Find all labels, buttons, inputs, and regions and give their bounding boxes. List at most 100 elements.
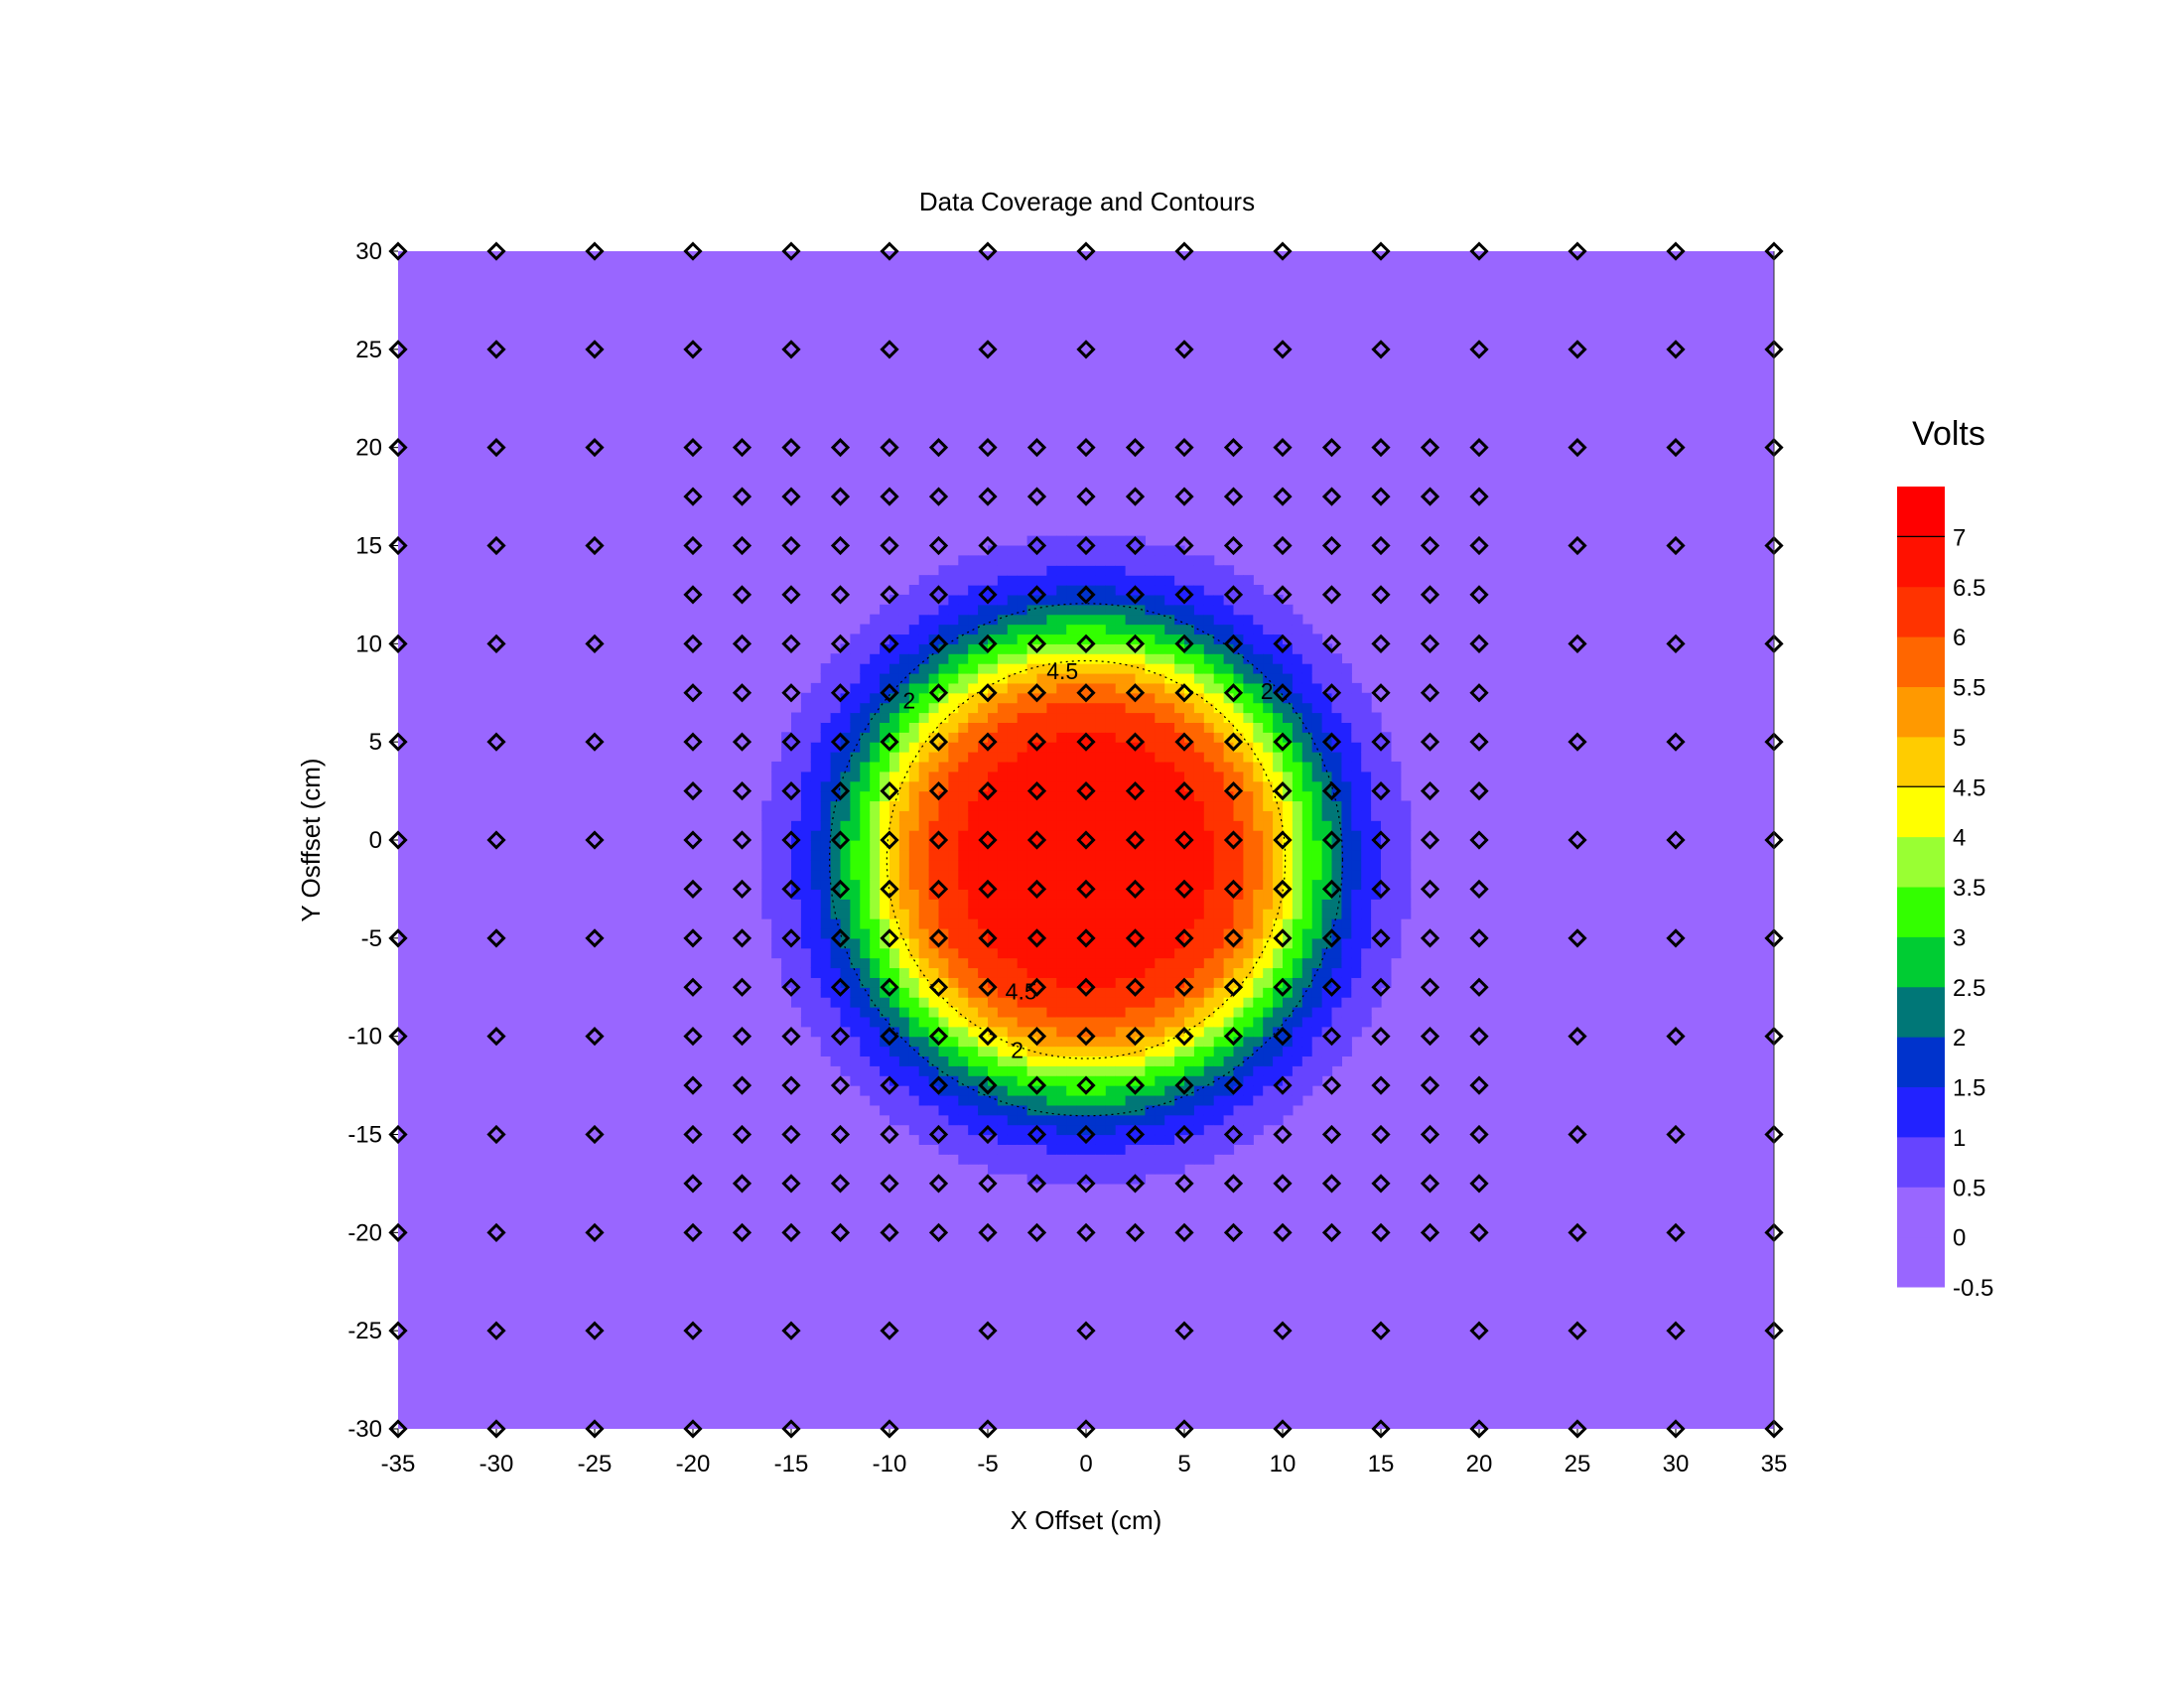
heatmap-cell bbox=[928, 1114, 940, 1126]
colorbar-band bbox=[1897, 586, 1945, 637]
heatmap-cell bbox=[968, 947, 979, 959]
heatmap-cell bbox=[1301, 1085, 1313, 1096]
heatmap-cell bbox=[1105, 653, 1117, 664]
heatmap-cell bbox=[1273, 899, 1284, 910]
heatmap-cell bbox=[1026, 643, 1038, 654]
heatmap-cell bbox=[850, 692, 861, 704]
heatmap-cell bbox=[1351, 947, 1362, 959]
heatmap-cell bbox=[1115, 869, 1127, 881]
heatmap-cell bbox=[1243, 712, 1254, 723]
heatmap-cell bbox=[1243, 702, 1254, 714]
heatmap-cell bbox=[1213, 967, 1225, 978]
heatmap-cell bbox=[880, 800, 890, 811]
heatmap-cell bbox=[1292, 1026, 1303, 1038]
heatmap-cell bbox=[850, 672, 861, 684]
heatmap-cell bbox=[1086, 1007, 1097, 1018]
heatmap-cell bbox=[958, 918, 969, 929]
heatmap-cell bbox=[1066, 977, 1077, 988]
heatmap-cell bbox=[1361, 840, 1372, 851]
heatmap-cell bbox=[870, 977, 881, 988]
heatmap-cell bbox=[800, 1007, 812, 1018]
heatmap-cell bbox=[1145, 1164, 1156, 1175]
heatmap-cell bbox=[1095, 585, 1107, 596]
heatmap-cell bbox=[1046, 742, 1057, 753]
heatmap-cell bbox=[1164, 614, 1175, 626]
heatmap-cell bbox=[918, 849, 930, 861]
heatmap-cell bbox=[1076, 1007, 1087, 1018]
heatmap-cell bbox=[1203, 614, 1215, 626]
heatmap-cell bbox=[1155, 790, 1165, 802]
heatmap-cell bbox=[1371, 742, 1382, 753]
colorbar-label: 3.5 bbox=[1953, 875, 1985, 902]
heatmap-cell bbox=[761, 869, 772, 881]
heatmap-cell bbox=[1361, 918, 1372, 929]
heatmap-cell bbox=[1361, 869, 1372, 881]
sample-point bbox=[1568, 1124, 1587, 1145]
heatmap-cell bbox=[791, 771, 802, 782]
sample-point bbox=[830, 1124, 851, 1145]
heatmap-cell bbox=[840, 1036, 851, 1048]
heatmap-cell bbox=[1135, 535, 1146, 547]
heatmap-cell bbox=[1145, 614, 1156, 626]
heatmap-cell bbox=[1174, 957, 1185, 969]
heatmap-cell bbox=[1164, 869, 1175, 881]
heatmap-cell bbox=[988, 859, 999, 871]
sample-point bbox=[1026, 535, 1047, 556]
heatmap-cell bbox=[1007, 918, 1019, 929]
heatmap-cell bbox=[1223, 752, 1235, 763]
sample-point bbox=[1026, 879, 1047, 900]
heatmap-cell bbox=[1066, 585, 1077, 596]
heatmap-cell bbox=[958, 1085, 969, 1096]
heatmap-cell bbox=[928, 957, 940, 969]
heatmap-cell bbox=[1086, 535, 1097, 547]
heatmap-cell bbox=[1095, 535, 1107, 547]
heatmap-cell bbox=[1135, 1016, 1146, 1028]
heatmap-cell bbox=[978, 957, 989, 969]
heatmap-cell bbox=[830, 1036, 842, 1048]
heatmap-cell bbox=[1056, 732, 1067, 743]
heatmap-cell bbox=[1076, 771, 1087, 782]
heatmap-cell bbox=[1243, 820, 1254, 831]
heatmap-cell bbox=[1253, 1055, 1264, 1066]
heatmap-cell bbox=[1125, 1016, 1137, 1028]
heatmap-cell bbox=[1046, 810, 1057, 821]
heatmap-cell bbox=[1115, 565, 1127, 576]
heatmap-cell bbox=[1341, 1007, 1352, 1018]
heatmap-cell bbox=[889, 780, 900, 792]
heatmap-cell bbox=[1056, 937, 1067, 949]
heatmap-cell bbox=[1331, 918, 1342, 929]
heatmap-cell bbox=[1164, 604, 1175, 616]
heatmap-cell bbox=[1184, 1085, 1195, 1096]
heatmap-cell bbox=[850, 859, 861, 871]
heatmap-cell bbox=[968, 869, 979, 881]
heatmap-cell bbox=[1145, 752, 1156, 763]
heatmap-cell bbox=[1361, 967, 1372, 978]
sample-point bbox=[1076, 340, 1096, 359]
sample-point bbox=[486, 1222, 506, 1242]
heatmap-cell bbox=[978, 800, 989, 811]
heatmap-cell bbox=[1125, 1065, 1137, 1076]
heatmap-cell bbox=[1056, 1055, 1067, 1066]
sample-point bbox=[1568, 1027, 1587, 1047]
heatmap-cell bbox=[1105, 967, 1117, 978]
heatmap-cell bbox=[1341, 899, 1352, 910]
heatmap-cell bbox=[1036, 1007, 1047, 1018]
heatmap-cell bbox=[1263, 752, 1274, 763]
heatmap-cell bbox=[978, 899, 989, 910]
heatmap-cell bbox=[928, 1036, 940, 1048]
heatmap-cell bbox=[1036, 575, 1047, 586]
heatmap-cell bbox=[988, 849, 999, 861]
sample-point bbox=[1076, 535, 1096, 556]
heatmap-cell bbox=[1026, 1055, 1038, 1066]
heatmap-cell bbox=[1390, 820, 1402, 831]
heatmap-cell bbox=[1263, 1085, 1274, 1096]
heatmap-cell bbox=[820, 967, 832, 978]
sample-point bbox=[683, 438, 703, 458]
heatmap-cell bbox=[948, 1065, 959, 1076]
heatmap-cell bbox=[1184, 1016, 1195, 1028]
heatmap-cell bbox=[1301, 997, 1313, 1008]
heatmap-cell bbox=[810, 752, 822, 763]
heatmap-cell bbox=[1203, 643, 1215, 654]
heatmap-cell bbox=[988, 1055, 999, 1066]
heatmap-cell bbox=[928, 909, 940, 919]
